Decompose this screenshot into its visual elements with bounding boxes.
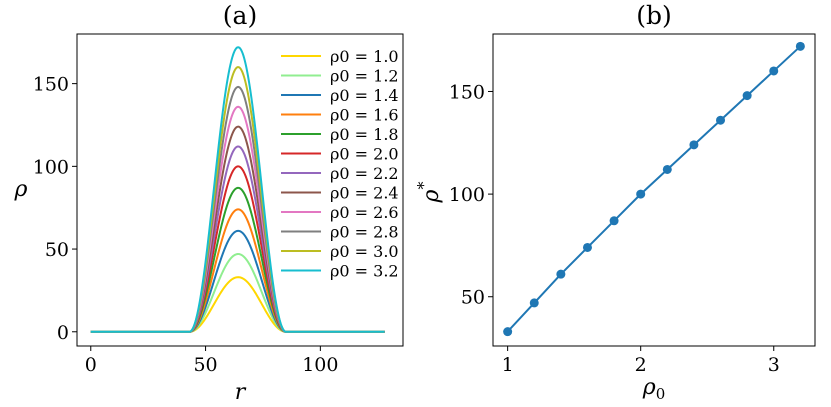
panel-a-x-axis-label: r [235,380,247,405]
data-point [529,298,539,308]
legend-entry: ρ0 = 2.6 [330,203,399,222]
density-curve [90,276,385,333]
y-tick-label: 100 [449,184,485,206]
legend-entry: ρ0 = 3.2 [330,262,399,281]
legend-entry: ρ0 = 1.8 [330,125,399,144]
data-point [716,115,726,125]
panel-a-plot-frame [76,33,404,347]
fit-line [506,45,802,333]
y-tick-label: 100 [33,156,69,178]
panel-a: (a) ρ r 0 50 100 0 50 100 150 ρ0 = 1.0ρ0 = 1.2… [14,1,404,405]
panel-b-ticks: 1 2 3 50 100 150 [449,81,780,376]
panel-a-legend: ρ0 = 1.0ρ0 = 1.2ρ0 = 1.4ρ0 = 1.6ρ0 = 1.8… [281,47,399,281]
panel-a-ticks: 0 50 100 0 50 100 150 [33,74,339,376]
x-tick-label: 3 [768,354,780,376]
panel-b-title: (b) [636,1,672,30]
legend-entry: ρ0 = 2.8 [330,223,399,242]
panel-a-y-axis-label: ρ [14,177,28,202]
y-tick-label: 150 [33,74,69,96]
x-tick-label: 1 [502,354,514,376]
legend-entry: ρ0 = 2.2 [330,164,399,183]
density-curve [90,46,385,333]
data-point [503,327,513,337]
legend-entry: ρ0 = 2.4 [330,184,399,203]
data-point [609,216,619,226]
x-tick-label: 2 [635,354,647,376]
data-point [636,189,646,199]
data-point [662,164,672,174]
panel-a-curves [90,46,385,333]
panel-b: (b) ρ* ρ0 1 2 3 50 100 150 [414,1,816,403]
y-tick-label: 50 [45,239,69,261]
legend-entry: ρ0 = 3.0 [330,242,399,261]
legend-entry: ρ0 = 1.2 [330,67,399,86]
x-tick-label: 0 [85,354,97,376]
data-point [556,269,566,279]
legend-entry: ρ0 = 1.4 [330,86,399,105]
legend-entry: ρ0 = 1.6 [330,106,399,125]
data-point [795,41,805,51]
y-tick-label: 0 [57,322,69,344]
data-point [689,140,699,150]
legend-entry: ρ0 = 2.0 [330,145,399,164]
data-point [769,66,779,76]
panel-b-x-axis-label: ρ0 [642,375,665,403]
panel-b-y-axis-label: ρ* [414,182,444,204]
legend-entry: ρ0 = 1.0 [330,47,399,66]
panel-a-title: (a) [223,1,257,30]
panel-b-plot-frame [492,33,816,347]
data-point [742,91,752,101]
x-tick-label: 50 [193,354,217,376]
y-tick-label: 50 [461,287,485,309]
x-tick-label: 100 [302,354,338,376]
y-tick-label: 150 [449,81,485,103]
panel-b-series [503,41,805,337]
data-point [582,242,592,252]
